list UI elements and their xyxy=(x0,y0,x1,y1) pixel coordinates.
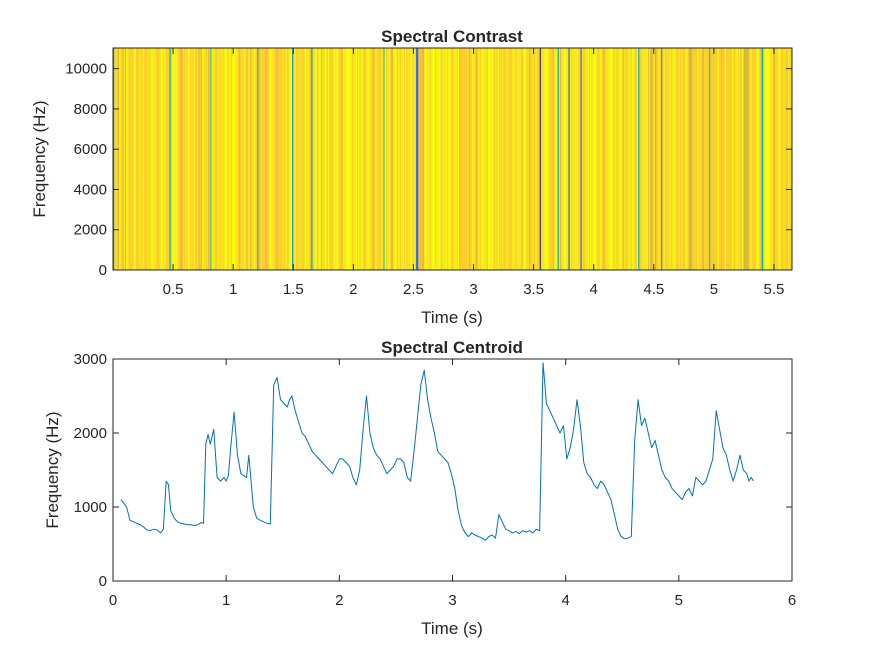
contrast-x-tick-label: 0.5 xyxy=(163,281,184,298)
contrast-x-tick-label: 4.5 xyxy=(643,281,664,298)
centroid-x-axis-label: Time (s) xyxy=(421,619,483,638)
contrast-x-tick-label: 2.5 xyxy=(403,281,424,298)
contrast-x-tick-label: 5.5 xyxy=(764,281,785,298)
contrast-x-tick-label: 5 xyxy=(710,281,718,298)
centroid-y-tick-label: 0 xyxy=(99,573,107,590)
contrast-y-tick-label: 0 xyxy=(99,262,107,279)
contrast-y-tick-label: 4000 xyxy=(74,181,107,198)
contrast-x-tick-label: 1.5 xyxy=(283,281,304,298)
centroid-y-axis-label: Frequency (Hz) xyxy=(43,411,62,528)
centroid-y-tick-label: 1000 xyxy=(74,499,107,516)
centroid-title: Spectral Centroid xyxy=(381,338,523,357)
centroid-y-tick-label: 3000 xyxy=(74,351,107,368)
centroid-x-tick-label: 4 xyxy=(561,592,569,609)
contrast-x-axis-label: Time (s) xyxy=(421,308,483,327)
contrast-y-axis-label: Frequency (Hz) xyxy=(30,100,49,217)
centroid-x-tick-label: 1 xyxy=(222,592,230,609)
contrast-y-tick-label: 8000 xyxy=(74,101,107,118)
centroid-x-tick-label: 6 xyxy=(788,592,796,609)
contrast-x-tick-label: 1 xyxy=(229,281,237,298)
contrast-y-tick-label: 10000 xyxy=(65,61,107,78)
contrast-y-tick-label: 6000 xyxy=(74,141,107,158)
centroid-x-tick-label: 0 xyxy=(109,592,117,609)
contrast-x-tick-label: 4 xyxy=(590,281,598,298)
contrast-x-tick-label: 3.5 xyxy=(523,281,544,298)
centroid-x-tick-label: 3 xyxy=(448,592,456,609)
contrast-title: Spectral Contrast xyxy=(381,27,523,46)
contrast-heatmap xyxy=(113,48,792,270)
contrast-x-tick-label: 2 xyxy=(349,281,357,298)
centroid-x-tick-label: 5 xyxy=(675,592,683,609)
contrast-y-tick-label: 2000 xyxy=(74,222,107,239)
contrast-x-tick-label: 3 xyxy=(469,281,477,298)
centroid-x-tick-label: 2 xyxy=(335,592,343,609)
centroid-y-tick-label: 2000 xyxy=(74,425,107,442)
